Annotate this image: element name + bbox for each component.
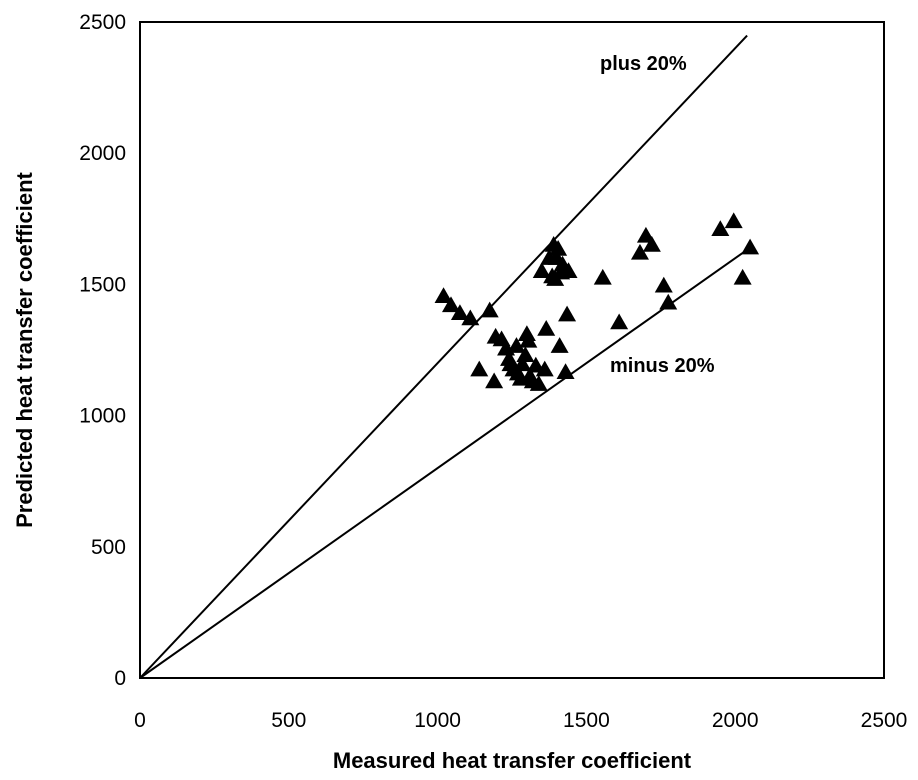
y-tick-label: 2000 [79,142,126,165]
data-point-triangle [450,304,469,321]
data-point-triangle [593,268,612,285]
data-point-triangle [654,276,673,293]
x-tick-label: 2500 [861,709,908,732]
plot-frame [139,21,885,679]
data-point-triangle [461,309,480,326]
y-tick-label: 500 [91,536,126,559]
data-point-triangle [532,262,551,279]
data-point-triangle [507,337,526,353]
data-point-triangle [480,301,499,318]
x-tick-label: 2000 [712,709,759,732]
data-point-triangle [535,360,554,377]
x-axis-title: Measured heat transfer coefficient [333,748,692,773]
x-tick-label: 0 [134,709,146,732]
data-points [434,212,760,391]
data-point-triangle [537,320,556,336]
y-tick-label: 1000 [79,405,126,428]
data-point-triangle [519,331,538,348]
data-point-triangle [711,220,730,237]
data-point-triangle [630,243,649,260]
x-tick-labels: 0 500 1000 1500 2000 2500 [134,709,907,732]
data-point-triangle [485,372,504,389]
y-axis-title: Predicted heat transfer coefficient [12,171,37,527]
data-point-triangle [558,305,577,322]
reference-line-plus-20 [139,34,748,679]
reference-lines [139,34,748,679]
annotation-plus-20: plus 20% [600,53,687,75]
data-point-triangle [549,239,568,256]
data-point-triangle [610,313,629,330]
data-point-triangle [550,337,569,353]
x-tick-label: 1500 [563,709,610,732]
x-tick-label: 1000 [414,709,461,732]
data-point-triangle [559,262,578,279]
reference-line-minus-20 [139,248,748,679]
data-point-triangle [517,325,536,342]
annotation-minus-20: minus 20% [610,355,715,377]
data-point-triangle [513,355,532,372]
y-tick-label: 1500 [79,273,126,296]
data-point-triangle [724,212,743,229]
y-tick-label: 2500 [79,11,126,34]
data-point-triangle [741,238,760,255]
data-point-triangle [441,296,460,313]
data-point-triangle [556,363,575,380]
data-point-triangle [516,346,535,362]
data-point-triangle [529,375,548,391]
data-point-triangle [642,236,661,252]
line-annotations: plus 20% minus 20% [600,53,715,377]
data-point-triangle [659,293,678,310]
data-point-triangle [470,360,489,377]
y-tick-labels: 0 500 1000 1500 2000 2500 [79,11,126,690]
data-point-triangle [733,268,752,285]
data-point-triangle [434,287,453,303]
x-tick-label: 500 [271,709,306,732]
y-tick-label: 0 [114,667,126,690]
